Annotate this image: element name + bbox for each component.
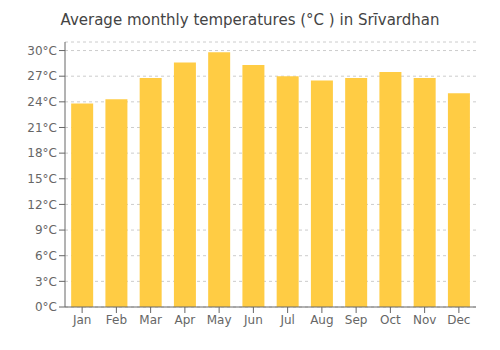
svg-text:21°C: 21°C (27, 121, 57, 135)
svg-text:Jan: Jan (72, 313, 92, 327)
html-text:Average monthly temperatures (: Average monthly temperatures (°C ) in Sr… (60, 11, 440, 29)
svg-text:24°C: 24°C (27, 95, 57, 109)
svg-text:May: May (207, 313, 232, 327)
svg-text:0°C: 0°C (35, 300, 57, 314)
svg-text:Mar: Mar (139, 313, 162, 327)
svg-text:30°C: 30°C (27, 44, 57, 58)
svg-text:27°C: 27°C (27, 69, 57, 83)
svg-text:Feb: Feb (106, 313, 127, 327)
svg-text:9°C: 9°C (35, 223, 57, 237)
svg-text:Dec: Dec (447, 313, 470, 327)
svg-text:Jul: Jul (279, 313, 294, 327)
svg-text:6°C: 6°C (35, 249, 57, 263)
svg-text:3°C: 3°C (35, 275, 57, 289)
svg-text:Sep: Sep (345, 313, 368, 327)
svg-text:Oct: Oct (380, 313, 401, 327)
svg-text:18°C: 18°C (27, 146, 57, 160)
svg-text:15°C: 15°C (27, 172, 57, 186)
svg-text:12°C: 12°C (27, 198, 57, 212)
svg-text:Apr: Apr (174, 313, 195, 327)
svg-text:Jun: Jun (243, 313, 263, 327)
svg-text:Aug: Aug (310, 313, 333, 327)
svg-text:Nov: Nov (413, 313, 436, 327)
